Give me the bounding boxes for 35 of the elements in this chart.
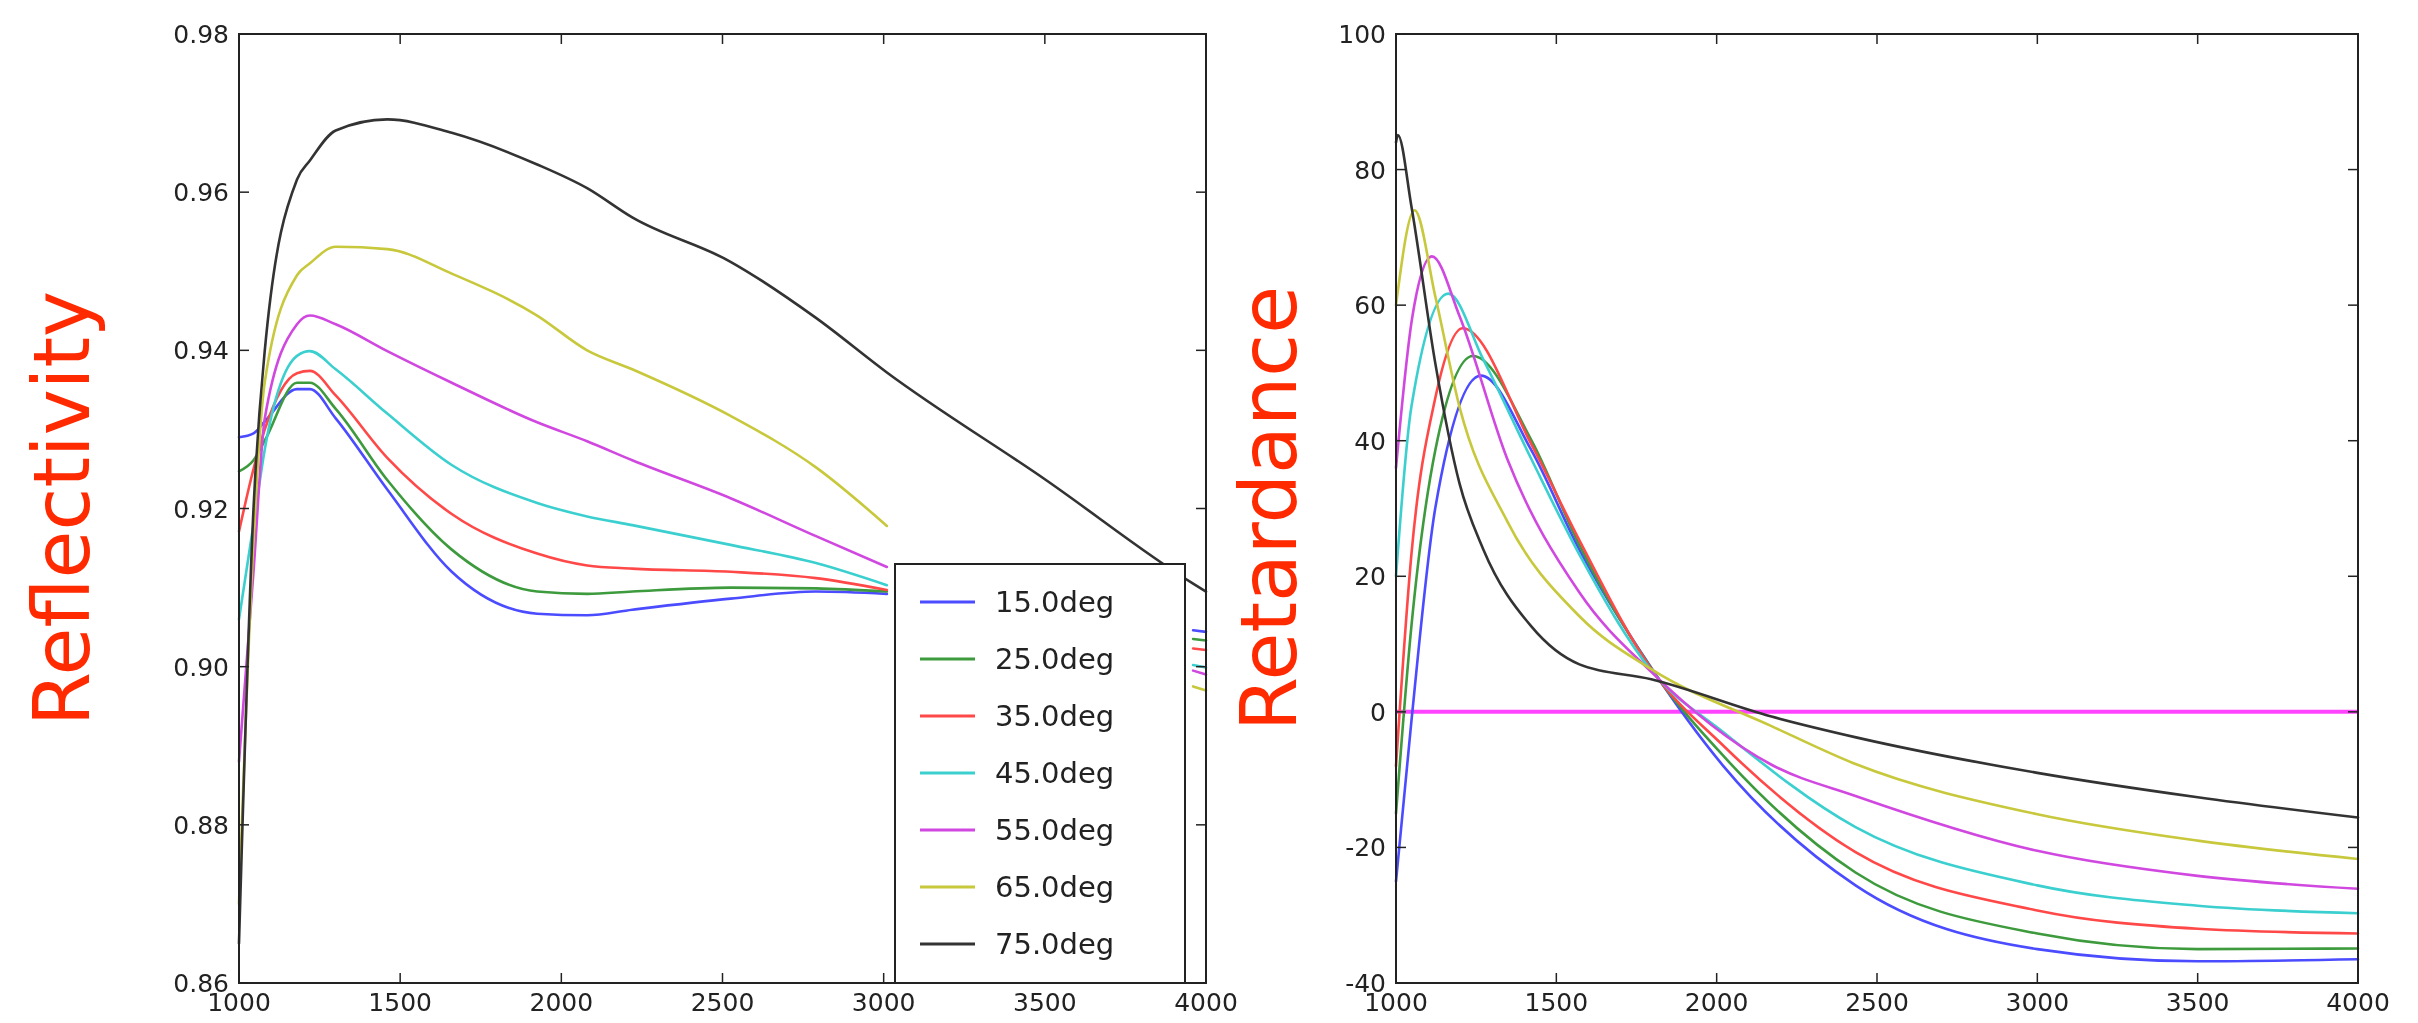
x-tick-label: 2500: [1845, 988, 1909, 1017]
y-tick-label: -20: [1345, 833, 1386, 863]
legend-label: 45.0deg: [995, 756, 1115, 790]
y-tick-label: 0: [1370, 697, 1386, 727]
x-tick-label: 4000: [2326, 988, 2390, 1017]
y-tick-label: 20: [1354, 562, 1386, 592]
y-axis-title: Reflectivity: [17, 290, 107, 727]
y-tick-label: 100: [1338, 20, 1386, 49]
series-label: 15.0deg: [995, 585, 1115, 619]
y-axis-title: Retardance: [1224, 285, 1314, 732]
x-tick-label: 1500: [1524, 988, 1589, 1017]
y-tick-label: 0.92: [173, 494, 229, 524]
x-tick-label: 3000: [851, 988, 916, 1017]
legend-label: 65.0deg: [995, 870, 1115, 904]
legend-label: 25.0deg: [995, 642, 1115, 676]
x-tick-label: 3500: [2165, 988, 2230, 1017]
line-series: [1394, 133, 2360, 819]
legend-label: 75.0deg: [995, 927, 1115, 961]
y-tick-label: 40: [1354, 426, 1386, 456]
x-tick-label: 2000: [529, 988, 594, 1017]
x-tick-label: 1500: [368, 988, 432, 1017]
y-tick-label: 60: [1354, 291, 1386, 321]
y-tick-label: 0.90: [173, 652, 229, 682]
y-tick-label: 0.88: [173, 810, 229, 840]
legend-label: 35.0deg: [995, 699, 1115, 733]
x-tick-label: 3000: [2005, 988, 2070, 1017]
y-tick-label: 0.96: [173, 178, 229, 208]
x-tick-label: 4000: [1174, 988, 1238, 1017]
y-tick-label: 0.94: [173, 336, 229, 366]
x-tick-label: 3500: [1013, 988, 1077, 1017]
y-tick-label: 80: [1354, 155, 1386, 185]
legend-label: 55.0deg: [995, 813, 1115, 847]
y-tick-label: 0.98: [173, 20, 229, 49]
x-tick-label: 2500: [690, 988, 755, 1017]
x-tick-label: 2000: [1684, 988, 1749, 1017]
